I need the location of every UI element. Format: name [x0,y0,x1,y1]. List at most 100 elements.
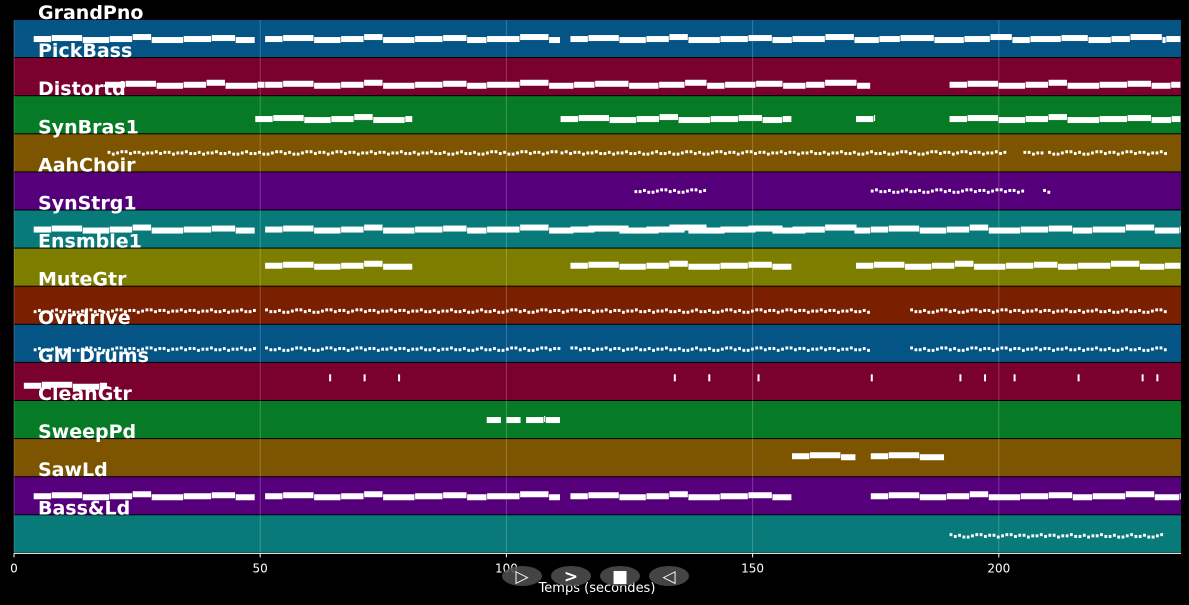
note [604,346,608,350]
note [1009,533,1013,537]
note [956,151,959,155]
note [914,310,918,314]
note [82,227,110,234]
note [82,494,110,501]
note [728,150,732,154]
note [590,151,594,155]
note [904,150,908,154]
note [107,81,125,88]
note [1069,533,1073,537]
note [1057,535,1060,539]
note [926,190,930,194]
note [729,346,733,350]
note [1163,310,1167,314]
note [775,151,779,155]
note [634,190,638,194]
note [1125,346,1128,350]
track-label: Distortd [38,78,126,100]
note [1022,533,1026,537]
note [355,308,359,312]
note [695,346,698,350]
note [854,348,858,352]
note [361,151,365,155]
note [493,308,496,312]
note [756,80,783,87]
note [520,150,524,154]
note [919,454,945,461]
note [314,37,341,44]
note-group [265,346,561,352]
note [870,453,889,460]
note [698,190,702,194]
note [1021,310,1025,314]
note [99,382,107,389]
note [346,348,350,352]
note [240,346,243,350]
note [1014,534,1017,538]
note [290,347,294,351]
note [351,347,354,351]
note [792,453,810,460]
drum-hit [1077,374,1080,382]
note [660,188,664,192]
note [1166,36,1181,43]
note [688,263,720,270]
drum-hit [708,374,711,382]
note [329,346,333,350]
note [678,117,710,124]
note [218,348,222,352]
note [467,37,487,44]
note [451,152,455,156]
note [540,308,544,312]
note [988,227,1021,234]
track-lane [14,401,1181,439]
note [266,152,270,156]
note [949,533,953,537]
fast-forward-icon: > [564,567,578,587]
fast-forward-button[interactable]: > [551,566,591,587]
note [417,152,420,156]
note [986,190,990,194]
rewind-button[interactable]: ◁ [649,566,689,587]
note [742,348,746,352]
note [891,152,895,156]
note [450,308,453,312]
note [862,308,866,312]
note [978,188,982,192]
note [240,151,244,155]
note [245,150,248,154]
note [931,310,935,314]
note [124,150,128,154]
note [733,348,737,352]
note [1159,308,1163,312]
note [59,310,63,314]
note [910,308,913,312]
note [1099,116,1127,123]
note [383,263,413,270]
note [870,150,873,154]
note [290,309,294,313]
note [1001,534,1004,538]
note [566,309,569,313]
note [1009,310,1012,314]
note [116,151,119,155]
play-button[interactable]: ▷ [502,566,542,587]
note [930,150,934,154]
note [183,226,212,233]
note [85,346,89,350]
note [193,152,197,156]
note [1073,310,1077,314]
note [910,346,913,350]
note [960,150,964,154]
note [415,226,443,233]
note [677,190,681,194]
note-group [107,150,558,156]
note [222,308,226,312]
note [1095,346,1098,350]
note [391,151,395,155]
note [772,494,792,501]
note [151,494,184,501]
note [467,227,487,234]
stop-button[interactable]: ■ [600,566,640,587]
note [484,348,488,352]
